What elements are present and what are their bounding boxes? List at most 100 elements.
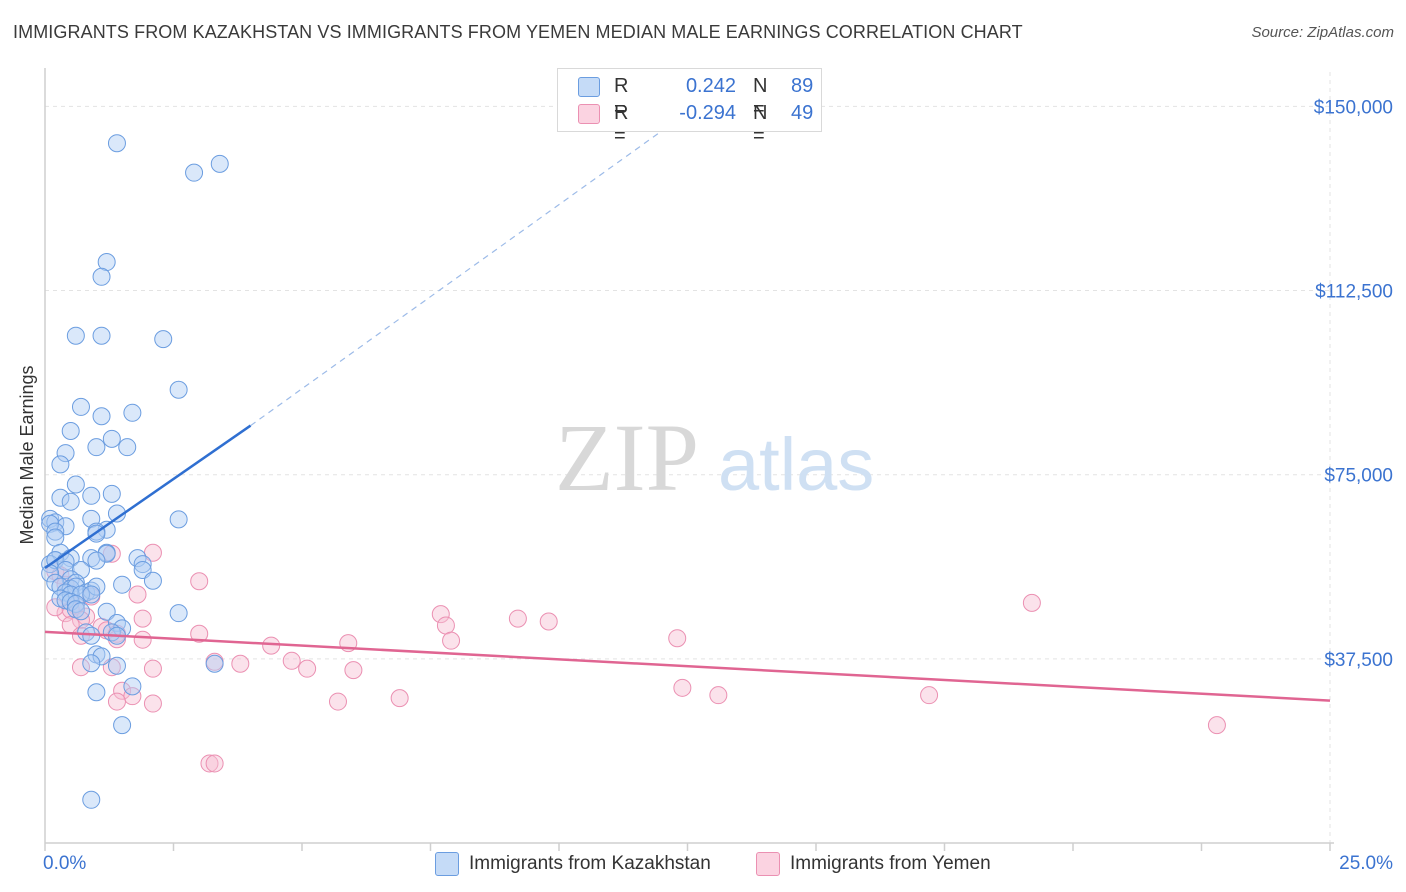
kazakhstan-point-87 xyxy=(113,716,132,735)
yemen-point-41 xyxy=(113,681,132,700)
yemen-point-50 xyxy=(1207,716,1226,735)
yemen-point-27 xyxy=(436,616,455,635)
trend-lines xyxy=(44,130,1331,702)
bottom-legend-swatch-kazakhstan xyxy=(435,852,459,876)
chart-title: IMMIGRANTS FROM KAZAKHSTAN VS IMMIGRANTS… xyxy=(13,22,1023,42)
kazakhstan-point-8 xyxy=(169,380,188,399)
legend-n-value-kazakhstan: 89 xyxy=(791,75,814,97)
kazakhstan-point-4 xyxy=(92,267,111,286)
kazakhstan-point-26 xyxy=(56,517,75,536)
kazakhstan-point-14 xyxy=(87,438,106,457)
yemen-point-51 xyxy=(200,754,219,773)
kazakhstan-point-73 xyxy=(169,604,188,623)
yemen-point-1 xyxy=(102,544,121,563)
y-tick-label-0: $37,500 xyxy=(1324,650,1393,671)
y-tick-label-2: $112,500 xyxy=(1315,282,1393,303)
bottom-legend-label-kazakhstan: Immigrants from Kazakhstan xyxy=(469,853,711,874)
watermark-atlas: atlas xyxy=(718,423,874,506)
axes xyxy=(44,68,1334,851)
kazakhstan-point-9 xyxy=(71,397,90,416)
kazakhstan-point-72 xyxy=(97,602,116,621)
legend-n-label: N = xyxy=(753,102,768,147)
kazakhstan-point-6 xyxy=(92,326,111,345)
kazakhstan-point-7 xyxy=(154,330,173,349)
yemen-point-31 xyxy=(668,629,687,648)
yemen-point-28 xyxy=(442,631,461,650)
yemen-point-32 xyxy=(1022,593,1041,612)
watermark: ZIP atlas xyxy=(555,404,874,511)
kazakhstan-point-61 xyxy=(143,571,162,590)
yemen-point-26 xyxy=(431,605,450,624)
yemen-point-37 xyxy=(282,651,301,670)
kazakhstan-points xyxy=(41,134,229,809)
legend-r-label: R = xyxy=(614,75,629,120)
y-tick-label-3: $150,000 xyxy=(1314,97,1393,118)
kazakhstan-point-71 xyxy=(71,602,90,621)
kazakhstan-point-20 xyxy=(51,488,70,507)
kazakhstan-point-47 xyxy=(56,560,75,579)
yemen-points xyxy=(46,543,1226,773)
yemen-point-4 xyxy=(190,572,209,591)
kazakhstan-point-45 xyxy=(133,555,152,574)
kazakhstan-point-74 xyxy=(107,613,126,632)
legend-swatch-yemen xyxy=(578,104,600,124)
kazakhstan-point-22 xyxy=(61,492,80,511)
kazakhstan-point-82 xyxy=(82,654,101,673)
yemen-point-14 xyxy=(133,609,152,628)
legend-r-value-yemen: -0.294 xyxy=(679,102,736,124)
legend-r-value-kazakhstan: 0.242 xyxy=(685,75,736,97)
kazakhstan-point-18 xyxy=(66,475,85,494)
kazakhstan-point-83 xyxy=(107,656,126,675)
bottom-legend-swatch-yemen xyxy=(756,852,780,876)
kazakhstan-point-65 xyxy=(82,585,101,604)
kazakhstan-point-60 xyxy=(113,575,132,594)
yemen-trend-line xyxy=(44,630,1331,702)
yemen-point-45 xyxy=(328,692,347,711)
kazakhstan-trend-line xyxy=(44,424,252,570)
kazakhstan-point-13 xyxy=(102,429,121,448)
kazakhstan-point-2 xyxy=(210,154,229,173)
kazakhstan-point-1 xyxy=(185,163,204,182)
kazakhstan-point-86 xyxy=(123,677,142,696)
watermark-zip: ZIP xyxy=(555,404,699,511)
yemen-point-38 xyxy=(298,659,317,678)
kazakhstan-point-17 xyxy=(51,455,70,474)
kazakhstan-point-30 xyxy=(46,522,65,541)
yemen-point-23 xyxy=(190,624,209,643)
y-axis-title: Median Male Earnings xyxy=(17,365,37,544)
kazakhstan-point-84 xyxy=(205,654,224,673)
bottom-legend-label-yemen: Immigrants from Yemen xyxy=(790,853,991,874)
yemen-point-36 xyxy=(231,654,250,673)
yemen-point-52 xyxy=(205,754,224,773)
kazakhstan-point-78 xyxy=(77,623,96,642)
yemen-point-46 xyxy=(390,689,409,708)
legend-n-label: N = xyxy=(753,75,768,120)
yemen-point-22 xyxy=(133,630,152,649)
legend-r-label: R = xyxy=(614,102,629,147)
y-tick-labels: $37,500 $75,000 $112,500 $150,000 xyxy=(1314,97,1393,670)
kazakhstan-point-41 xyxy=(128,549,147,568)
yemen-point-47 xyxy=(673,678,692,697)
kazakhstan-point-0 xyxy=(107,134,126,153)
kazakhstan-point-21 xyxy=(102,484,121,503)
yemen-point-48 xyxy=(709,686,728,705)
kazakhstan-point-88 xyxy=(82,790,101,809)
yemen-point-44 xyxy=(143,694,162,713)
x-tick-labels: 0.0% 25.0% xyxy=(43,853,1393,874)
kazakhstan-point-85 xyxy=(87,683,106,702)
kazakhstan-point-16 xyxy=(56,444,75,463)
legend-swatch-kazakhstan xyxy=(578,77,600,97)
y-tick-label-1: $75,000 xyxy=(1324,466,1393,487)
yemen-point-29 xyxy=(508,609,527,628)
kazakhstan-point-10 xyxy=(92,407,111,426)
yemen-point-6 xyxy=(128,585,147,604)
kazakhstan-point-23 xyxy=(169,510,188,529)
kazakhstan-point-81 xyxy=(92,647,111,666)
source-label: Source: ZipAtlas.com xyxy=(1251,24,1394,41)
kazakhstan-point-15 xyxy=(118,438,137,457)
yemen-point-43 xyxy=(107,692,126,711)
kazakhstan-point-19 xyxy=(82,486,101,505)
kazakhstan-point-5 xyxy=(66,326,85,345)
correlation-legend: R = 0.242 N = 89 R = -0.294 N = 49 xyxy=(557,68,822,147)
